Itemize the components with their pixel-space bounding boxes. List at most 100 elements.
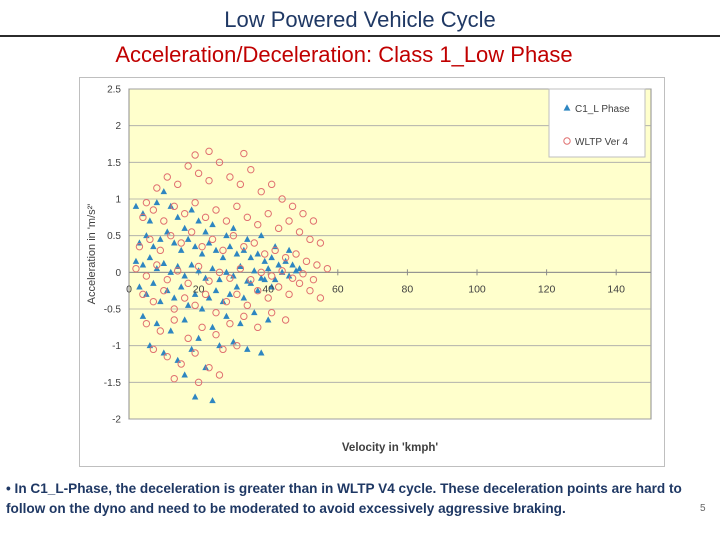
slide-subtitle: Acceleration/Deceleration: Class 1_Low P… (115, 42, 573, 67)
c1-l-phase-point (209, 323, 216, 330)
wltp-ver-4-point (233, 341, 241, 350)
wltp-ver-4-point (201, 213, 210, 222)
c1-l-phase-point (181, 371, 188, 378)
c1-l-phase-point (209, 265, 216, 272)
wltp-ver-4-point (288, 202, 297, 211)
wltp-ver-4-point (226, 173, 234, 181)
c1-l-phase-point (264, 265, 272, 272)
c1-l-phase-point (216, 276, 223, 283)
wltp-ver-4-point (212, 308, 220, 317)
c1-l-phase-point (289, 261, 296, 268)
wltp-ver-4-point (261, 250, 269, 258)
c1-l-phase-point (261, 276, 268, 283)
legend-triangle-icon (563, 104, 571, 111)
wltp-ver-4-point (198, 242, 206, 251)
c1-l-phase-point (171, 239, 178, 246)
c1-l-phase-point (254, 250, 261, 257)
wltp-ver-4-point (226, 274, 234, 282)
y-axis-label: Acceleration in 'm/s²' (86, 204, 98, 305)
wltp-ver-4-point (215, 268, 224, 277)
wltp-ver-4-point (229, 231, 238, 240)
wltp-ver-4-point (156, 327, 165, 335)
c1-l-phase-point (212, 287, 220, 294)
wltp-ver-4-point (180, 209, 189, 218)
c1-l-phase-point (181, 224, 188, 231)
wltp-ver-4-point (233, 290, 241, 299)
wltp-ver-4-point (302, 257, 311, 266)
wltp-ver-4-point (191, 301, 199, 310)
y-tick-label: 1.5 (107, 158, 121, 169)
wltp-ver-4-point (299, 270, 307, 278)
wltp-ver-4-point (170, 316, 178, 324)
wltp-ver-4-point (205, 363, 213, 372)
c1-l-phase-point (167, 268, 174, 275)
wltp-ver-4-point (274, 224, 283, 233)
c1-l-phase-point (184, 301, 192, 308)
c1-l-phase-point (146, 217, 154, 224)
y-tick-label: 1 (115, 195, 121, 206)
wltp-ver-4-point (278, 195, 286, 203)
c1-l-phase-point (251, 267, 258, 274)
wltp-ver-4-point (177, 360, 185, 368)
wltp-ver-4-point (174, 180, 182, 189)
c1-l-phase-point (160, 188, 168, 195)
x-tick-label: 20 (193, 283, 205, 295)
wltp-ver-4-point (146, 235, 154, 244)
wltp-ver-4-point (205, 147, 213, 156)
wltp-ver-4-point (285, 217, 293, 225)
wltp-ver-4-point (264, 294, 272, 302)
c1-l-phase-point (223, 232, 230, 239)
title-divider (0, 35, 720, 37)
wltp-ver-4-point (306, 286, 314, 295)
wltp-ver-4-point (184, 162, 192, 170)
legend-box (548, 88, 646, 158)
y-tick-label: 2 (115, 121, 121, 132)
wltp-ver-4-point (299, 209, 307, 218)
y-tick-label: -2 (112, 415, 121, 426)
wltp-ver-4-point (274, 283, 283, 291)
c1-l-phase-point (146, 254, 154, 261)
c1-l-phase-point (153, 199, 161, 206)
wltp-ver-4-point (194, 262, 203, 271)
wltp-ver-4-point (194, 169, 203, 178)
scatter-chart: -2 -1.5 -1 -0.5 0 0.5 1 1.5 2 2.5 0 20 40 60 80 100 120 1… (79, 77, 665, 467)
wltp-ver-4-point (163, 352, 171, 361)
c1-l-phase-point (191, 290, 199, 297)
wltp-ver-4-point (149, 206, 158, 214)
wltp-ver-4-point (139, 290, 147, 299)
wltp-ver-4-point (267, 308, 276, 317)
y-tick-label: 2.5 (107, 85, 121, 96)
wltp-ver-4-point (132, 264, 140, 273)
c1-l-phase-point (177, 246, 185, 253)
c1-l-phase-point (202, 274, 209, 281)
wltp-ver-4-point (257, 187, 265, 196)
wltp-ver-4-point (191, 198, 199, 207)
wltp-ver-4-point (240, 242, 248, 251)
wltp-ver-4-point (160, 286, 168, 295)
c1-l-phase-point (261, 257, 268, 264)
c1-l-phase-point (136, 283, 143, 290)
legend-circle-icon (563, 137, 571, 145)
c1-l-phase-point (174, 262, 181, 269)
wltp-ver-4-point (191, 349, 199, 357)
wltp-ver-4-point (236, 180, 245, 189)
c1-l-phase-point (209, 397, 216, 404)
wltp-ver-4-point (153, 184, 161, 192)
x-tick-label: 40 (262, 283, 274, 295)
wltp-ver-4-point (254, 286, 262, 295)
c1-l-phase-point (292, 267, 300, 274)
wltp-ver-4-point (142, 319, 151, 328)
wltp-ver-4-point (288, 274, 297, 282)
wltp-ver-4-point (212, 330, 220, 339)
c1-l-phase-point (157, 235, 164, 242)
c1-l-phase-point (223, 312, 230, 319)
c1-l-phase-point (268, 283, 275, 290)
wltp-ver-4-point (170, 202, 178, 211)
c1-l-phase-point (230, 272, 237, 279)
x-tick-label: 120 (538, 283, 556, 295)
x-tick-label: 0 (126, 283, 132, 295)
wltp-ver-4-point (194, 378, 203, 387)
c1-l-phase-point (160, 259, 168, 267)
wltp-ver-4-point (254, 323, 262, 332)
wltp-ver-4-point (205, 176, 213, 185)
